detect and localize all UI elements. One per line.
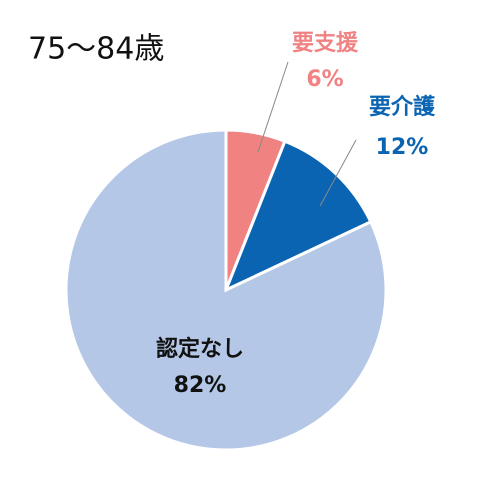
- value-label: 82%: [174, 373, 227, 398]
- slice-label: 要支援: [292, 31, 359, 56]
- slice-label: 要介護: [369, 94, 436, 120]
- value-label: 12%: [376, 135, 429, 160]
- chart-title: 75～84歳: [28, 32, 164, 67]
- leader-line: [319, 139, 357, 207]
- pie-slice: [64, 128, 388, 452]
- leader-line: [257, 61, 289, 153]
- slice-label: 認定なし: [156, 336, 244, 362]
- value-label: 6%: [306, 67, 343, 92]
